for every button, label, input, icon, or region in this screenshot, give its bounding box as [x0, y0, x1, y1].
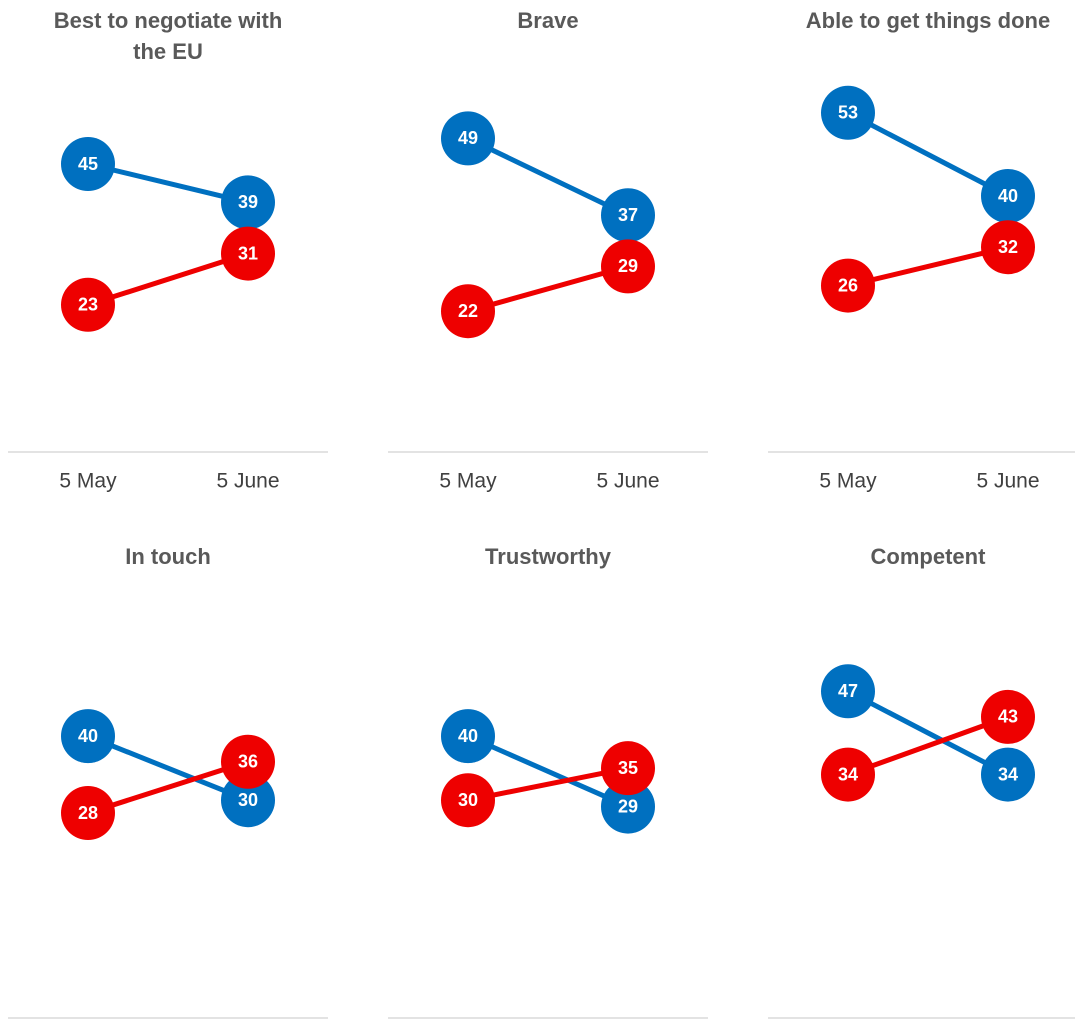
series-line — [466, 136, 630, 218]
point — [821, 664, 875, 719]
x-tick-label: 5 May — [819, 470, 877, 493]
point — [61, 137, 115, 191]
series-line — [846, 110, 1010, 199]
x-tick-label: 5 June — [216, 470, 279, 493]
data-label: 40 — [458, 726, 478, 746]
data-label: 43 — [998, 707, 1018, 727]
point — [981, 220, 1035, 275]
point — [441, 111, 495, 166]
point — [441, 773, 495, 828]
data-label: 32 — [998, 237, 1018, 257]
series-line — [87, 733, 249, 803]
point — [61, 277, 115, 332]
point — [61, 709, 115, 764]
point — [601, 239, 655, 294]
x-tick-label: 5 May — [439, 470, 497, 493]
series-line — [87, 251, 249, 308]
data-label: 34 — [838, 764, 858, 784]
data-label: 36 — [238, 752, 258, 772]
data-label: 37 — [618, 205, 638, 225]
data-label: 23 — [78, 295, 98, 315]
chart-title: Trustworthy — [485, 544, 611, 569]
point — [221, 226, 275, 281]
data-label: 40 — [78, 726, 98, 746]
point — [981, 689, 1035, 744]
series-line — [467, 263, 629, 314]
series-line — [467, 765, 629, 803]
chart-title: Best to negotiate with the EU — [53, 8, 283, 64]
chart-title: In touch — [125, 544, 211, 569]
data-label: 49 — [458, 128, 478, 148]
data-label: 28 — [78, 803, 98, 823]
series-line — [847, 244, 1009, 289]
point — [601, 188, 655, 243]
data-label: 29 — [618, 256, 638, 276]
point — [441, 284, 495, 339]
series-line — [847, 714, 1009, 777]
point — [821, 258, 875, 313]
x-tick-label: 5 June — [596, 470, 659, 493]
series-line — [846, 689, 1010, 777]
point — [221, 734, 275, 789]
data-label: 34 — [998, 764, 1018, 784]
point — [821, 85, 875, 140]
point — [821, 747, 875, 802]
chart-title: Brave — [517, 8, 579, 33]
chart-title: Competent — [870, 544, 986, 569]
data-label: 53 — [838, 103, 858, 123]
chart-title: Able to get things done — [805, 8, 1051, 33]
data-label: 47 — [838, 681, 858, 701]
point — [601, 779, 655, 834]
data-label: 40 — [998, 186, 1018, 206]
point — [601, 741, 655, 796]
data-label: 35 — [618, 758, 638, 778]
point — [441, 709, 495, 764]
data-label: 30 — [238, 790, 258, 810]
data-label: 31 — [238, 243, 258, 263]
data-label: 39 — [238, 192, 258, 212]
data-label: 30 — [458, 790, 478, 810]
series-line — [87, 161, 249, 205]
x-tick-label: 5 May — [59, 470, 117, 493]
point — [221, 175, 275, 230]
data-label: 22 — [458, 301, 478, 321]
data-label: 45 — [78, 154, 98, 174]
x-tick-label: 5 June — [976, 470, 1039, 493]
data-label: 29 — [618, 796, 638, 816]
point — [981, 169, 1035, 223]
data-label: 26 — [838, 275, 858, 295]
series-line — [87, 759, 249, 816]
series-line — [466, 733, 630, 809]
point — [981, 747, 1035, 802]
point — [221, 773, 275, 828]
point — [61, 786, 115, 840]
